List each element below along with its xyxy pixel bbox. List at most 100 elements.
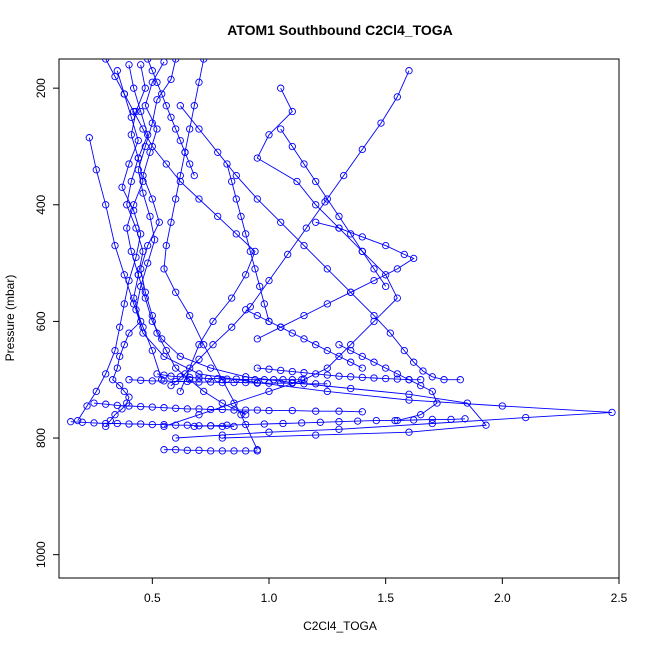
data-point [253,154,261,162]
data-point [139,189,147,197]
data-point [113,419,121,428]
data-point [132,107,140,116]
data-point [186,125,194,133]
data-point [230,422,238,431]
data-point [316,418,324,426]
data-point [482,421,490,429]
data-point [195,446,203,454]
data-point [167,372,175,380]
data-point [153,125,161,133]
data-point [172,195,180,203]
data-point [102,370,110,378]
data-point [335,425,343,433]
data-point [186,376,194,384]
data-point [148,403,156,411]
data-point [400,250,408,259]
y-tick-label: 600 [34,311,48,331]
data-point [130,201,138,209]
data-point [323,364,331,372]
data-point [144,241,152,250]
data-point [167,113,175,121]
data-point [160,371,168,379]
data-point [130,107,138,116]
data-point [102,419,110,428]
data-point [428,387,436,396]
data-point [134,166,142,174]
data-point [312,407,320,415]
data-point [393,370,401,378]
data-point [277,323,285,331]
x-tick-label: 1.5 [377,591,394,605]
data-point [148,311,156,320]
data-point [300,160,308,168]
data-point [230,399,238,407]
data-point [293,177,301,186]
data-point [176,373,184,381]
data-point [200,387,208,396]
data-point [522,413,530,422]
data-point [358,373,366,382]
data-point [123,201,131,209]
y-tick-label: 800 [34,428,48,448]
data-point [195,374,203,382]
data-point [386,329,394,337]
data-point [162,241,170,250]
data-point [148,317,156,326]
data-point [347,230,355,238]
data-point [148,119,156,127]
data-point [207,422,215,430]
data-point [405,390,413,398]
series-line [226,163,270,322]
data-point [207,447,215,455]
data-point [358,247,366,256]
data-point [461,415,469,423]
data-point [223,160,231,168]
data-point [405,396,413,404]
data-point [172,434,180,442]
data-point [148,195,156,203]
data-point [123,224,131,232]
data-point [134,271,142,279]
data-point [207,364,215,372]
data-point [176,136,184,145]
data-point [148,420,156,429]
data-point [172,421,180,429]
data-point [195,195,203,203]
data-point [158,90,166,98]
data-point [288,329,296,337]
data-point [228,294,236,302]
data-point [139,177,147,186]
data-point [160,422,168,431]
data-point [190,102,198,110]
data-point [260,420,268,428]
data-point [228,323,236,331]
data-point [456,376,464,384]
data-point [372,416,380,425]
y-tick-label: 200 [34,78,48,98]
data-point [120,90,128,98]
data-point [195,405,203,413]
data-point [347,358,355,366]
data-point [440,376,448,384]
data-point [190,171,198,180]
data-point [608,408,616,417]
data-point [218,447,226,455]
data-point [127,177,135,186]
data-point [277,379,285,387]
data-point [300,335,308,343]
data-point [347,373,355,381]
data-point [127,131,135,139]
data-point [111,346,119,355]
series-line [147,59,195,176]
data-point [214,374,222,383]
data-point [183,421,191,429]
data-point [83,402,91,410]
data-point [176,171,184,180]
data-point [183,405,191,413]
series-line [163,87,398,427]
data-point [312,431,320,439]
data-point [260,300,268,308]
data-point [251,247,259,256]
data-point [109,376,117,384]
